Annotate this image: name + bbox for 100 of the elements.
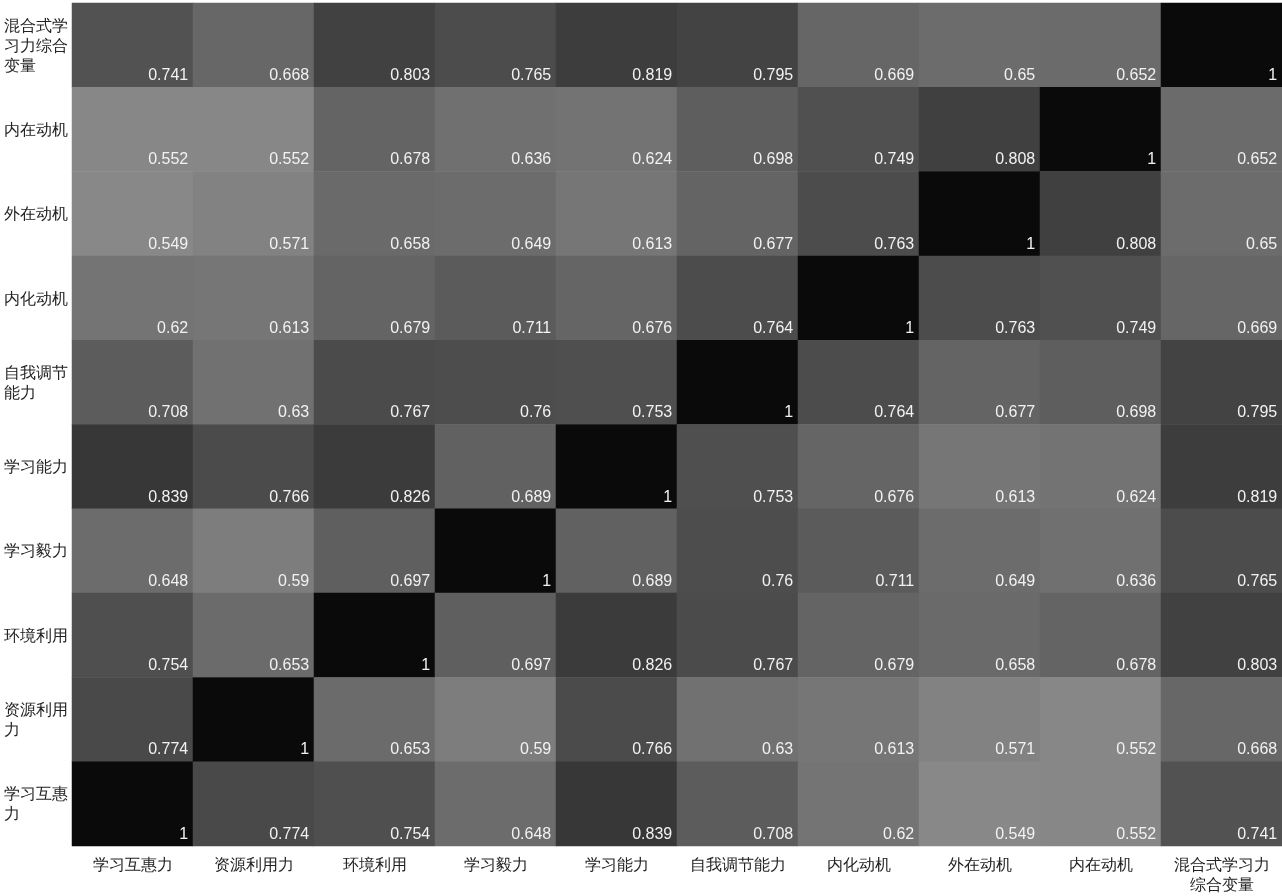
data-label: 0.753	[753, 487, 794, 505]
data-label: 0.754	[390, 824, 431, 842]
data-label: 0.697	[390, 571, 431, 589]
data-label: 0.697	[511, 656, 552, 674]
data-label: 0.63	[278, 403, 310, 421]
data-label: 0.653	[269, 656, 310, 674]
data-label: 0.76	[520, 403, 552, 421]
x-tick-label: 内在动机	[1068, 855, 1133, 873]
data-label: 0.764	[874, 403, 915, 421]
y-tick-label: 外在动机	[4, 205, 68, 223]
data-label: 1	[300, 740, 310, 758]
data-label: 0.763	[874, 234, 915, 252]
data-label: 0.774	[269, 824, 310, 842]
data-label: 0.826	[390, 487, 431, 505]
data-label: 0.613	[632, 234, 673, 252]
data-label: 0.552	[1116, 824, 1157, 842]
data-label: 0.689	[511, 487, 552, 505]
data-label: 0.764	[753, 318, 794, 336]
data-label: 0.711	[875, 571, 915, 589]
data-label: 0.754	[148, 656, 189, 674]
data-label: 0.766	[269, 487, 310, 505]
data-label: 0.808	[995, 150, 1036, 168]
data-label: 1	[421, 656, 431, 674]
data-label: 0.749	[874, 150, 915, 168]
data-label: 0.571	[995, 740, 1036, 758]
data-label: 1	[1268, 66, 1278, 84]
y-tick-label: 资源利用力	[4, 701, 68, 739]
data-label: 0.668	[1237, 740, 1278, 758]
data-label: 0.749	[1116, 318, 1157, 336]
y-tick-label: 自我调节能力	[4, 363, 68, 401]
data-label: 0.839	[632, 824, 673, 842]
y-tick-label: 内化动机	[4, 289, 68, 307]
data-label: 0.767	[390, 403, 431, 421]
data-label: 0.636	[511, 150, 552, 168]
data-label: 0.652	[1116, 66, 1157, 84]
data-label: 0.765	[1237, 571, 1278, 589]
data-label: 0.808	[1116, 234, 1157, 252]
data-label: 0.552	[1116, 740, 1157, 758]
x-tick-label: 环境利用	[342, 855, 407, 873]
x-tick-label: 学习能力	[584, 855, 649, 873]
data-label: 0.677	[753, 234, 794, 252]
data-label: 0.613	[874, 740, 915, 758]
data-label: 0.668	[269, 66, 310, 84]
data-label: 0.826	[632, 656, 673, 674]
data-label: 0.76	[762, 571, 794, 589]
x-tick-label: 自我调节能力	[689, 855, 786, 873]
data-label: 0.708	[753, 824, 794, 842]
y-tick-label: 学习毅力	[4, 542, 68, 560]
y-tick-label: 学习能力	[4, 458, 68, 476]
y-tick-label: 学习互惠力	[4, 785, 68, 823]
data-label: 0.652	[1237, 150, 1278, 168]
data-label: 0.613	[995, 487, 1036, 505]
data-label: 0.59	[520, 740, 552, 758]
data-label: 0.62	[157, 318, 189, 336]
x-tick-label: 混合式学习力综合变量	[1173, 855, 1270, 893]
data-label: 0.59	[278, 571, 310, 589]
data-label: 0.676	[632, 318, 673, 336]
data-label: 0.819	[632, 66, 673, 84]
data-label: 0.803	[1237, 656, 1278, 674]
data-label: 0.708	[148, 403, 189, 421]
data-label: 0.741	[148, 66, 189, 84]
data-label: 0.613	[269, 318, 310, 336]
data-label: 0.765	[511, 66, 552, 84]
data-label: 0.698	[753, 150, 794, 168]
data-label: 0.795	[1237, 403, 1278, 421]
data-label: 0.677	[995, 403, 1036, 421]
x-tick-label: 资源利用力	[213, 855, 294, 873]
data-label: 0.65	[1004, 66, 1036, 84]
data-label: 0.741	[1237, 824, 1278, 842]
data-label: 0.624	[632, 150, 673, 168]
data-label: 1	[179, 824, 189, 842]
data-label: 0.678	[390, 150, 431, 168]
data-label: 0.658	[390, 234, 431, 252]
data-label: 0.763	[995, 318, 1036, 336]
data-label: 0.766	[632, 740, 673, 758]
data-label: 0.653	[390, 740, 431, 758]
data-label: 0.774	[148, 740, 189, 758]
x-tick-label: 学习毅力	[463, 855, 528, 873]
data-label: 0.63	[762, 740, 794, 758]
data-label: 0.658	[995, 656, 1036, 674]
data-label: 1	[542, 571, 552, 589]
data-label: 0.753	[632, 403, 673, 421]
data-label: 1	[663, 487, 673, 505]
data-label: 0.552	[148, 150, 189, 168]
data-label: 0.648	[148, 571, 189, 589]
data-label: 0.678	[1116, 656, 1157, 674]
data-label: 1	[784, 403, 794, 421]
data-label: 0.648	[511, 824, 552, 842]
data-label: 0.711	[512, 318, 552, 336]
data-label: 0.689	[632, 571, 673, 589]
data-label: 0.62	[883, 824, 915, 842]
y-tick-label: 内在动机	[4, 120, 68, 138]
data-label: 0.552	[269, 150, 310, 168]
data-label: 0.649	[995, 571, 1036, 589]
data-label: 0.65	[1246, 234, 1278, 252]
data-label: 0.803	[390, 66, 431, 84]
data-label: 0.549	[995, 824, 1036, 842]
data-label: 1	[1147, 150, 1157, 168]
data-label: 0.669	[1237, 318, 1278, 336]
data-label: 0.636	[1116, 571, 1157, 589]
